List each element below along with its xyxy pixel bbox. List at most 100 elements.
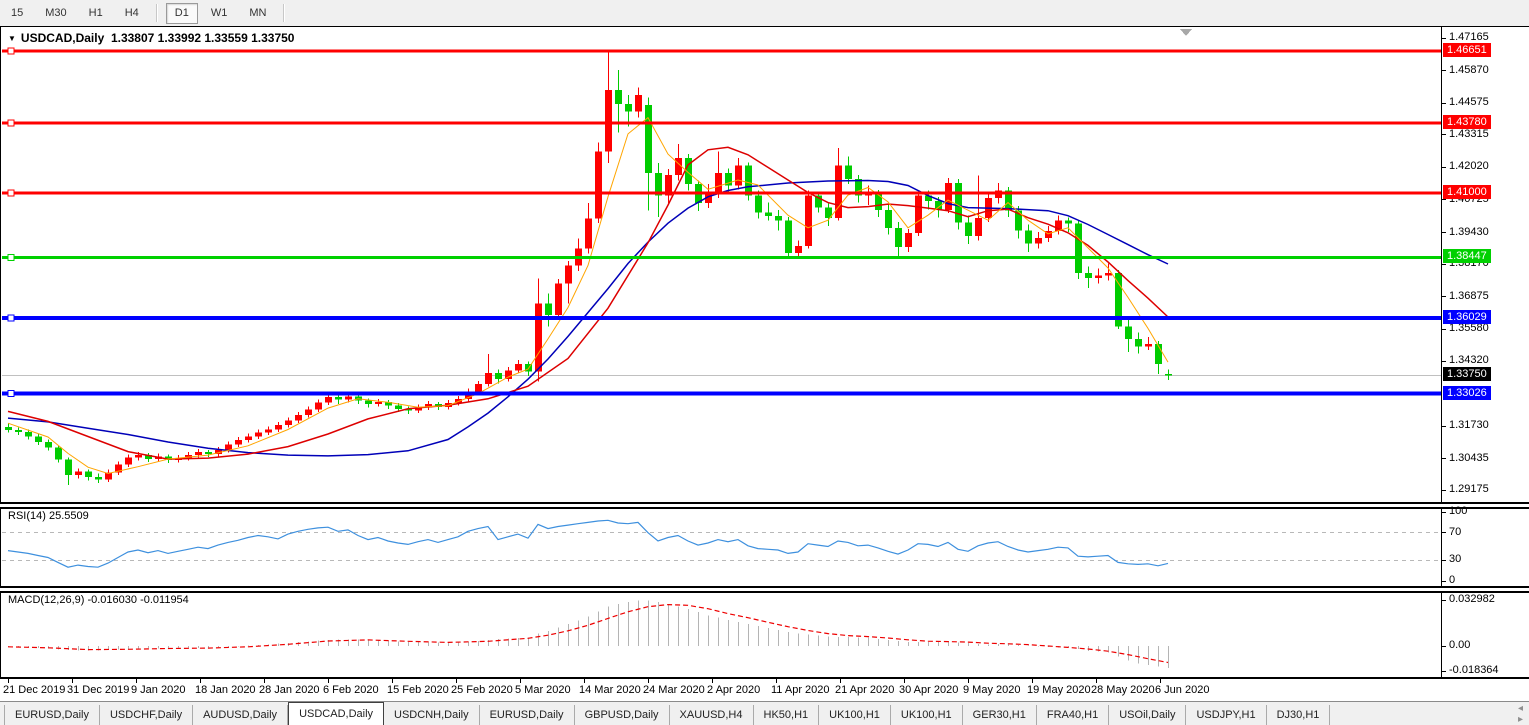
candle-body (545, 303, 552, 316)
chart-frame-left (0, 26, 1, 679)
chart-tab-uk100-h1[interactable]: UK100,H1 (819, 705, 891, 725)
level-line-handle[interactable] (7, 390, 15, 398)
candle-body (645, 105, 652, 173)
candle-body (685, 157, 692, 185)
chart-tab-usdchf-daily[interactable]: USDCHF,Daily (100, 705, 194, 725)
price-axis-tick (1441, 489, 1446, 491)
candle-body (35, 436, 42, 443)
macd-axis-value: -0.018364 (1449, 664, 1499, 677)
timeframe-button-m30[interactable]: M30 (45, 6, 67, 19)
macd-pane[interactable] (0, 592, 1441, 677)
rsi-axis-tick (1441, 580, 1446, 582)
ma-fast-line[interactable] (7, 116, 1169, 475)
candle-body (1005, 190, 1012, 211)
price-axis-tick (1441, 199, 1446, 201)
date-axis-value: 2 Apr 2020 (707, 684, 761, 696)
level-price-label: 1.38447 (1443, 249, 1491, 264)
level-price-label: 1.41000 (1443, 185, 1491, 200)
candle-body (725, 172, 732, 186)
date-axis-value: 19 May 2020 (1027, 684, 1091, 696)
price-axis-tick (1441, 232, 1446, 234)
candle-body (935, 201, 942, 211)
date-axis-value: 6 Feb 2020 (323, 684, 379, 696)
candle-body (1125, 326, 1132, 339)
candle-body (915, 195, 922, 233)
candle-body (1055, 220, 1062, 231)
tabs-scroll-right-icon[interactable]: ▸ (1517, 714, 1523, 725)
level-line-handle[interactable] (7, 189, 15, 197)
tabs-scroll-left-icon[interactable]: ◂ (1517, 703, 1523, 714)
level-line-handle[interactable] (7, 47, 15, 55)
candle-body (665, 174, 672, 196)
pane-separator-main-rsi[interactable] (0, 502, 1529, 509)
candle-body (235, 440, 242, 445)
rsi-pane[interactable] (0, 508, 1441, 586)
rsi-axis-value: 70 (1449, 525, 1462, 538)
level-line-handle[interactable] (7, 314, 15, 322)
chart-tab-eurusd-daily[interactable]: EURUSD,Daily (480, 705, 575, 725)
chart-title[interactable]: ▼ USDCAD,Daily 1.33807 1.33992 1.33559 1.… (8, 31, 294, 45)
level-price-label: 1.33026 (1443, 385, 1491, 400)
timeframe-button-mn[interactable]: MN (249, 6, 267, 19)
candle-body (795, 245, 802, 253)
date-axis-tick (72, 679, 73, 683)
timeframe-button-h4[interactable]: H4 (124, 6, 139, 19)
price-axis-value: 1.42020 (1449, 160, 1489, 173)
rsi-axis-tick (1441, 532, 1446, 534)
candle-body (15, 429, 22, 432)
level-price-label: 1.36029 (1443, 310, 1491, 325)
chart-shift-marker-icon[interactable] (1180, 29, 1192, 36)
candle-body (845, 165, 852, 180)
date-axis-value: 24 Mar 2020 (643, 684, 705, 696)
candle-body (495, 372, 502, 380)
date-axis-tick (776, 679, 777, 683)
chart-tab-usdjpy-h1[interactable]: USDJPY,H1 (1186, 705, 1267, 725)
date-axis-tick (648, 679, 649, 683)
chart-tab-usdcad-daily[interactable]: USDCAD,Daily (288, 702, 385, 725)
candle-body (195, 452, 202, 456)
chart-tab-audusd-daily[interactable]: AUDUSD,Daily (193, 705, 289, 725)
chart-tab-usdcnh-daily[interactable]: USDCNH,Daily (384, 705, 480, 725)
date-axis-value: 9 Jan 2020 (131, 684, 186, 696)
date-axis-value: 15 Feb 2020 (387, 684, 449, 696)
candle-body (1025, 230, 1032, 244)
candle-body (735, 165, 742, 186)
timeframe-button-w1[interactable]: W1 (210, 6, 228, 19)
candle-body (705, 194, 712, 204)
chart-tab-fra40-h1[interactable]: FRA40,H1 (1037, 705, 1110, 725)
price-axis-tick (1441, 263, 1446, 265)
pane-separator-rsi-macd[interactable] (0, 586, 1529, 593)
price-axis[interactable]: 1.471651.458701.445751.433151.420201.407… (1441, 26, 1529, 679)
main-chart-pane[interactable] (0, 27, 1441, 502)
date-axis-tick (520, 679, 521, 683)
chart-tab-gbpusd-daily[interactable]: GBPUSD,Daily (575, 705, 670, 725)
level-line-handle[interactable] (7, 119, 15, 127)
price-axis-tick (1441, 37, 1446, 39)
timeframe-button-h1[interactable]: H1 (88, 6, 103, 19)
timeframe-button-15[interactable]: 15 (11, 6, 24, 19)
timeframe-button-d1[interactable]: D1 (165, 2, 198, 24)
candle-body (1015, 210, 1022, 231)
ma-mid-line[interactable] (7, 146, 1169, 460)
candle-body (405, 408, 412, 411)
candle-body (1035, 237, 1042, 244)
candle-body (715, 172, 722, 195)
chart-tab-uk100-h1[interactable]: UK100,H1 (891, 705, 963, 725)
chart-tab-usoil-daily[interactable]: USOil,Daily (1109, 705, 1187, 725)
chart-tab-hk50-h1[interactable]: HK50,H1 (754, 705, 820, 725)
rsi-line (7, 519, 1169, 568)
candle-body (585, 218, 592, 249)
candle-body (45, 442, 52, 448)
candle-body (565, 265, 572, 284)
chart-tab-eurusd-daily[interactable]: EURUSD,Daily (4, 705, 100, 725)
date-axis-value: 5 Mar 2020 (515, 684, 571, 696)
chart-tab-xauusd-h4[interactable]: XAUUSD,H4 (670, 705, 754, 725)
symbol-dropdown-icon[interactable]: ▼ (8, 34, 16, 43)
level-line-handle[interactable] (7, 253, 15, 261)
chart-tab-dj30-h1[interactable]: DJ30,H1 (1267, 705, 1331, 725)
candle-body (815, 195, 822, 208)
chart-tab-ger30-h1[interactable]: GER30,H1 (963, 705, 1037, 725)
date-axis[interactable]: 21 Dec 2019 31 Dec 2019 9 Jan 2020 18 Jan 2… (0, 679, 1529, 701)
candle-body (265, 429, 272, 433)
candle-body (775, 216, 782, 221)
